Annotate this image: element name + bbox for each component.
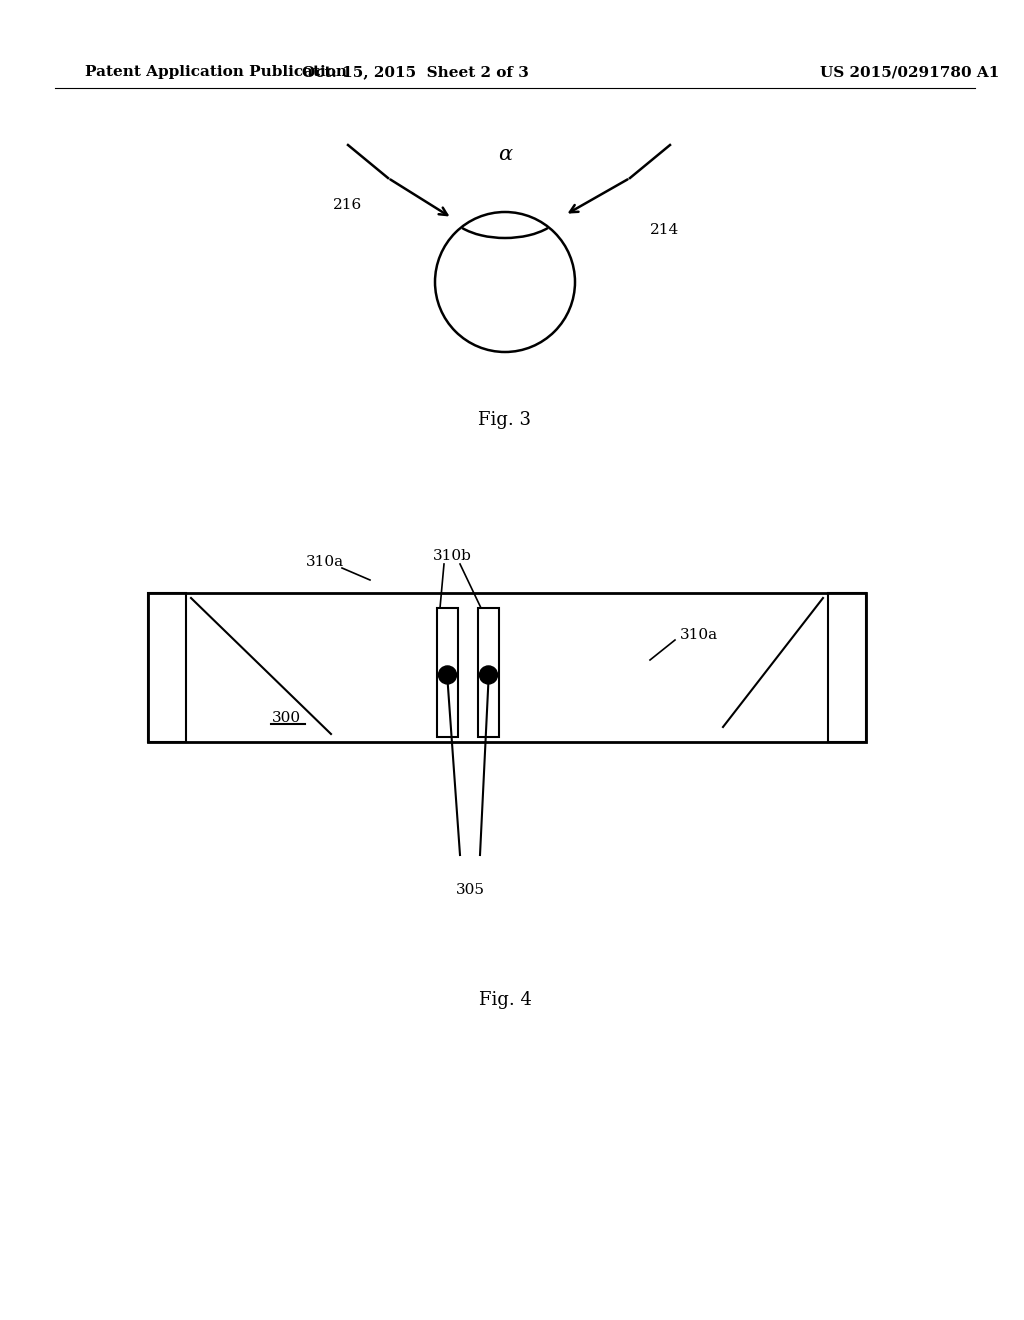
- Text: Fig. 4: Fig. 4: [478, 991, 531, 1008]
- Circle shape: [479, 667, 498, 684]
- Text: 214: 214: [650, 223, 680, 238]
- Text: 310b: 310b: [432, 549, 471, 564]
- Circle shape: [438, 667, 457, 684]
- Text: α: α: [498, 145, 512, 165]
- Bar: [828, 593, 866, 742]
- Text: Patent Application Publication: Patent Application Publication: [85, 65, 347, 79]
- Bar: [478, 609, 499, 737]
- Text: 305: 305: [456, 883, 484, 898]
- Bar: [437, 609, 458, 737]
- Text: 310a: 310a: [680, 628, 718, 642]
- Bar: [148, 593, 866, 742]
- Text: 310a: 310a: [306, 554, 344, 569]
- Text: US 2015/0291780 A1: US 2015/0291780 A1: [820, 65, 999, 79]
- Text: 300: 300: [271, 711, 301, 725]
- Bar: [148, 593, 186, 742]
- Text: 216: 216: [334, 198, 362, 213]
- Text: Oct. 15, 2015  Sheet 2 of 3: Oct. 15, 2015 Sheet 2 of 3: [301, 65, 528, 79]
- Text: Fig. 3: Fig. 3: [478, 411, 531, 429]
